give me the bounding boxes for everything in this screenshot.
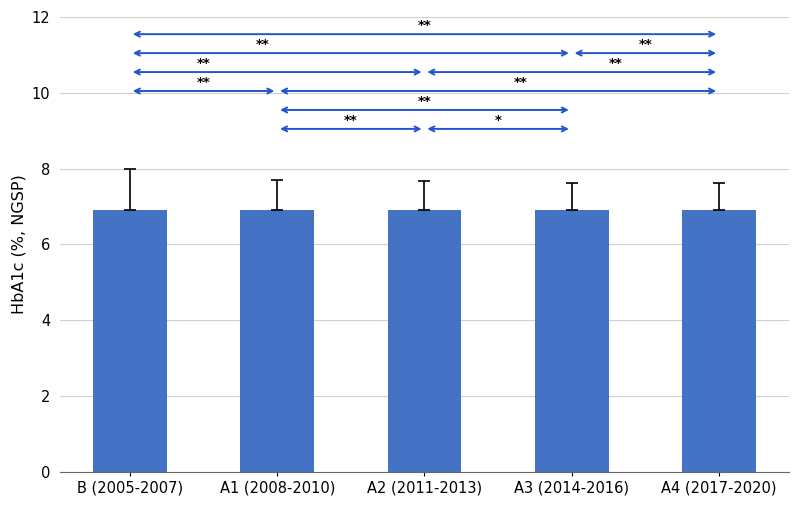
Bar <box>388 210 462 472</box>
Bar <box>93 210 166 472</box>
Text: *: * <box>494 114 502 127</box>
Bar <box>535 210 609 472</box>
Y-axis label: HbA1c (%, NGSP): HbA1c (%, NGSP) <box>11 174 26 314</box>
Text: **: ** <box>514 76 527 89</box>
Text: **: ** <box>638 38 652 51</box>
Text: **: ** <box>197 57 210 70</box>
Bar <box>240 210 314 472</box>
Text: **: ** <box>418 95 431 107</box>
Bar <box>682 210 756 472</box>
Text: **: ** <box>344 114 358 127</box>
Text: **: ** <box>256 38 270 51</box>
Text: **: ** <box>609 57 622 70</box>
Text: **: ** <box>418 19 431 32</box>
Text: **: ** <box>197 76 210 89</box>
